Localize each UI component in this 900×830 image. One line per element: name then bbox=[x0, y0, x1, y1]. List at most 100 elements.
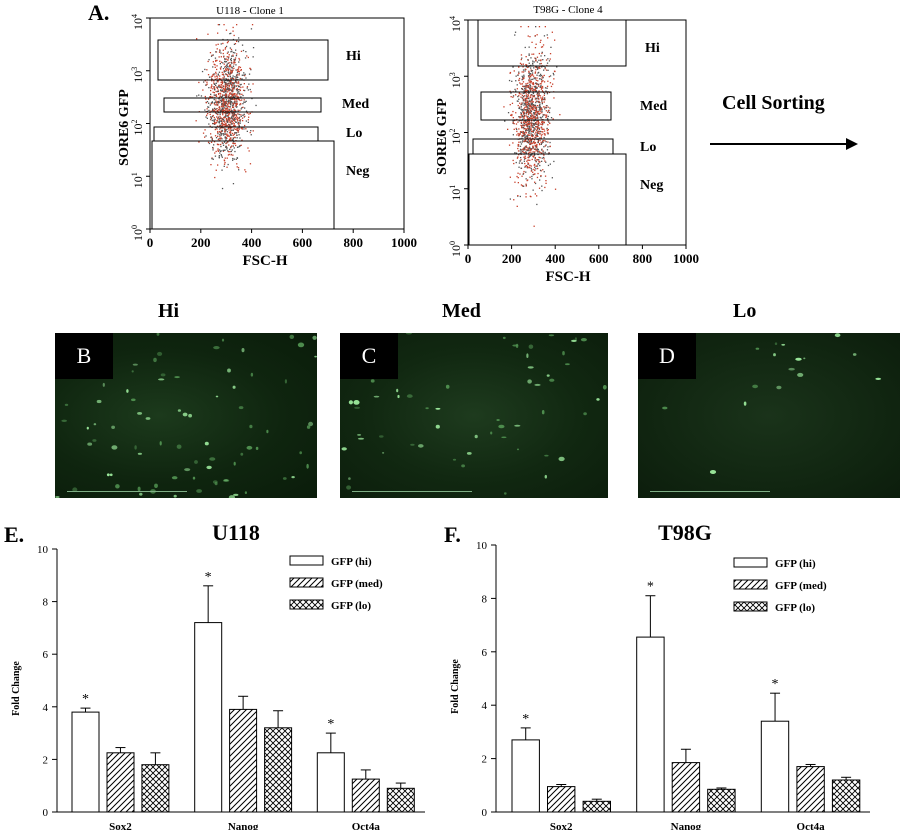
flow-event bbox=[533, 148, 536, 150]
flow-event bbox=[524, 124, 526, 126]
fluorescent-cell bbox=[803, 357, 806, 360]
flow-event bbox=[239, 109, 241, 112]
flow-event bbox=[537, 140, 539, 142]
flow-event bbox=[539, 95, 542, 97]
flow-event bbox=[236, 24, 238, 26]
flow-event bbox=[223, 159, 225, 161]
flow-event bbox=[232, 105, 234, 107]
flow-event bbox=[218, 71, 221, 73]
flow-event bbox=[540, 141, 542, 144]
flow-event bbox=[528, 117, 531, 119]
flow-event bbox=[226, 66, 228, 69]
flow-event bbox=[526, 120, 529, 123]
fluorescent-cell bbox=[406, 394, 413, 398]
flow-event bbox=[205, 98, 207, 100]
flow-event bbox=[542, 131, 544, 133]
scale-bar bbox=[352, 491, 472, 492]
flow-event bbox=[530, 78, 532, 81]
flow-event bbox=[536, 149, 538, 152]
flow-event bbox=[237, 109, 239, 111]
flow-event bbox=[525, 87, 527, 89]
flow-event bbox=[222, 103, 224, 106]
flow-event bbox=[248, 113, 250, 115]
flow-event bbox=[525, 165, 527, 167]
fluorescent-cell bbox=[425, 407, 429, 410]
flow-event bbox=[526, 106, 528, 109]
flow-event bbox=[241, 139, 243, 141]
micrograph-title-hi: Hi bbox=[158, 300, 180, 322]
flow-event bbox=[223, 81, 226, 83]
flow-event bbox=[527, 66, 529, 69]
flow-event bbox=[228, 113, 230, 115]
flow-event bbox=[196, 95, 198, 97]
flow-event bbox=[519, 195, 521, 198]
flow-event bbox=[220, 143, 222, 146]
flow-event bbox=[531, 117, 533, 119]
flow-event bbox=[528, 111, 530, 113]
flow-event bbox=[224, 162, 226, 164]
flow-event bbox=[237, 41, 240, 43]
flow-event bbox=[543, 146, 545, 148]
fluorescent-cell bbox=[382, 452, 385, 454]
flow-event bbox=[246, 112, 248, 114]
gate-box-hi bbox=[477, 19, 627, 67]
legend-swatch bbox=[733, 601, 768, 612]
flow-event bbox=[545, 161, 547, 163]
flow-event bbox=[219, 132, 221, 134]
fluorescent-cell bbox=[516, 448, 520, 451]
flow-event bbox=[530, 120, 533, 122]
flow-event bbox=[542, 169, 544, 171]
fluorescent-cell bbox=[159, 441, 162, 446]
fluorescent-cell bbox=[571, 339, 577, 342]
flow-event bbox=[234, 61, 236, 64]
flow-event bbox=[547, 69, 549, 71]
flow-event bbox=[242, 49, 245, 52]
flow-event bbox=[210, 87, 212, 89]
flow-event bbox=[525, 66, 528, 68]
flow-event bbox=[522, 98, 524, 100]
fluorescent-cell bbox=[246, 445, 253, 450]
flow-event bbox=[210, 96, 212, 98]
flow-event bbox=[205, 84, 208, 86]
flow-event bbox=[522, 81, 525, 83]
flow-event bbox=[520, 116, 522, 118]
flow-event bbox=[228, 129, 230, 131]
flow-event bbox=[524, 106, 526, 109]
flow-event bbox=[230, 77, 232, 79]
flow-event bbox=[534, 98, 536, 100]
flow-event bbox=[229, 99, 231, 102]
flow-event bbox=[217, 138, 219, 141]
flow-event bbox=[223, 63, 225, 65]
flow-event bbox=[543, 92, 546, 95]
flow-event bbox=[549, 141, 551, 144]
flow-event bbox=[541, 99, 543, 101]
flow-event bbox=[522, 69, 525, 71]
fluorescent-cell bbox=[196, 489, 203, 493]
flow-event bbox=[213, 73, 215, 75]
flow-event bbox=[545, 90, 547, 92]
flow-event bbox=[541, 87, 543, 89]
flow-event bbox=[520, 122, 523, 124]
flow-event bbox=[238, 73, 240, 75]
flow-event bbox=[517, 182, 519, 184]
flow-event bbox=[213, 82, 215, 84]
flow-event bbox=[545, 116, 547, 119]
flow-event bbox=[229, 122, 232, 124]
flow-event bbox=[529, 167, 531, 169]
flow-event bbox=[204, 129, 206, 131]
flow-event bbox=[529, 100, 531, 102]
flow-event bbox=[216, 120, 218, 122]
fluorescent-cell bbox=[87, 442, 93, 446]
flow-event bbox=[212, 115, 214, 117]
flow-event bbox=[519, 62, 522, 64]
flow-event bbox=[535, 90, 538, 92]
flow-event bbox=[529, 137, 531, 139]
flow-event bbox=[223, 81, 226, 84]
y-tick-label: 8 bbox=[43, 597, 49, 609]
flow-event bbox=[210, 133, 212, 135]
flow-event bbox=[229, 100, 231, 102]
flow-event bbox=[243, 83, 245, 85]
flow-event bbox=[250, 28, 253, 30]
flow-event bbox=[238, 122, 240, 124]
flow-event bbox=[242, 106, 244, 108]
